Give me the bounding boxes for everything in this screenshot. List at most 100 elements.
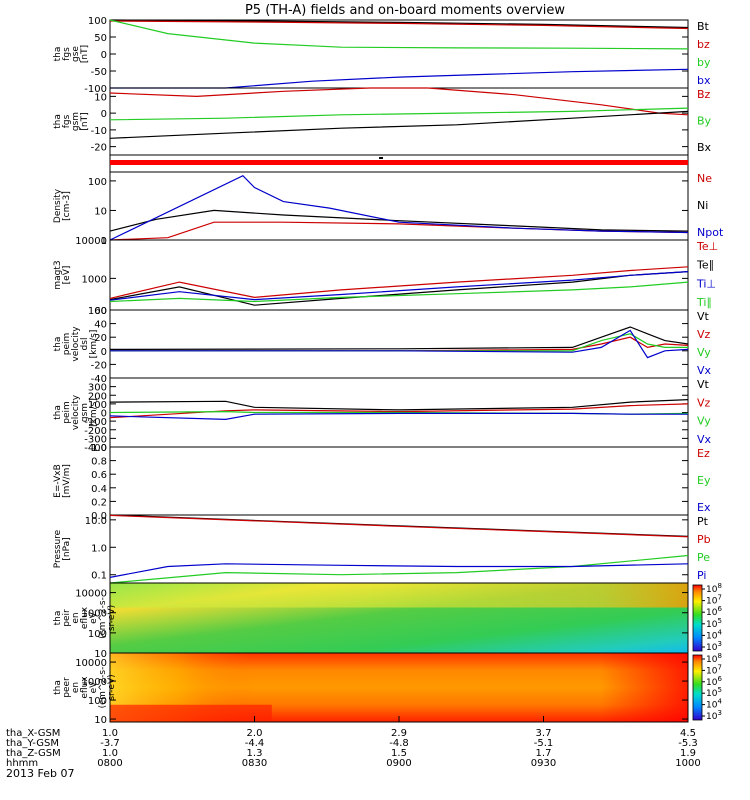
- legend-entry: Vt: [697, 310, 710, 323]
- y-axis-label-line: [cm-3]: [62, 191, 72, 221]
- legend-entry: Ex: [697, 501, 711, 514]
- series-line-Npot: [109, 174, 689, 241]
- series-line-Vt: [109, 326, 689, 350]
- x-tick-label: 0930: [531, 758, 556, 769]
- x-tick-label: -5.3: [678, 738, 698, 749]
- y-axis-label: tha fgs gsm [nT]: [53, 112, 90, 131]
- legend-entry: Vx: [697, 364, 712, 377]
- colorbar-tick-label: 108: [706, 652, 722, 665]
- x-tick-label: 0830: [242, 758, 267, 769]
- y-axis-label-line: Density: [53, 188, 63, 223]
- y-tick-label: -200: [84, 426, 107, 437]
- y-tick-label: 10000: [75, 658, 107, 669]
- y-axis-label-line: sr-eV): [107, 605, 117, 631]
- y-tick-label: 0.1: [91, 571, 107, 582]
- panel-density: 100 10 1 Density [cm-3] Ne Ni Npot: [53, 171, 724, 247]
- x-tick-label: 1.5: [391, 748, 407, 759]
- series-line-Ni: [109, 209, 689, 232]
- series-line-Te⊥: [109, 266, 689, 299]
- legend-entry: Vz: [697, 328, 711, 341]
- panel-frame: [109, 19, 689, 89]
- series-line-By: [109, 107, 689, 121]
- legend-entry: Pi: [697, 569, 706, 582]
- panel-peim_velocity_dsl: 60 40 20 0 -20 -40 tha peim velocity dsl [km/s] Vt V…: [53, 306, 712, 385]
- legend-entry: Vx: [697, 433, 712, 446]
- y-tick-label: 100: [88, 400, 107, 411]
- y-axis-label-line: [nT]: [80, 112, 90, 130]
- x-tick-label: 0900: [386, 758, 411, 769]
- y-tick-label: 10000: [75, 236, 107, 247]
- x-tick-label: 0800: [97, 758, 122, 769]
- y-tick-label: 10: [94, 206, 107, 217]
- legend-entry: Bx: [697, 141, 712, 154]
- y-tick-label: 1.0: [91, 543, 107, 554]
- legend-entry: Pe: [697, 551, 710, 564]
- y-axis-label-line: gsm: [71, 112, 81, 131]
- series-line-Vx: [110, 329, 689, 359]
- y-tick-label: -50: [91, 67, 107, 78]
- status-bar-marker: [379, 157, 383, 159]
- y-axis-label-line: [nPa]: [62, 537, 72, 560]
- colorbar-tick-label: 103: [706, 709, 722, 722]
- y-axis-label: tha peim velocity gsm [km/s]: [53, 394, 99, 430]
- legend-entry: Pb: [697, 533, 711, 546]
- x-row-label: tha_Y-GSM: [6, 738, 59, 749]
- colorbar-tick-label: 106: [706, 675, 722, 688]
- y-axis-label: tha fgs gse [nT]: [53, 45, 90, 63]
- y-axis-label-line: tha: [53, 114, 63, 129]
- y-tick-label: 10000: [75, 589, 107, 600]
- x-tick-label: -4.8: [389, 738, 409, 749]
- x-tick-label: 3.7: [536, 728, 552, 739]
- y-tick-label: 0: [101, 347, 107, 358]
- series-line-Pb: [109, 514, 689, 538]
- y-axis-label-line: [km/s]: [89, 398, 99, 427]
- colorbar-tick-label: 107: [706, 663, 722, 676]
- y-axis-label-line: [mV/m]: [62, 464, 72, 498]
- x-tick-label: 1.3: [247, 748, 263, 759]
- y-axis-label-line: (cm^2-s-: [98, 667, 108, 709]
- y-axis-label-line: gsm: [80, 403, 90, 422]
- y-axis-label-line: tha: [53, 405, 63, 420]
- series-line-bx: [110, 68, 689, 89]
- series-line-Bz: [109, 87, 689, 116]
- panel-temperature: 10000 1000 100 magt3 [eV] Te⊥ Te∥ Ti⊥ Ti∥: [53, 236, 718, 317]
- y-axis-label-line: [km/s]: [89, 330, 99, 359]
- y-tick-label: 100: [88, 696, 107, 707]
- y-tick-label: -300: [84, 434, 107, 445]
- series-line-Vt: [109, 399, 689, 411]
- panel-frame: [109, 514, 689, 584]
- y-tick-label: 20: [94, 333, 107, 344]
- legend-entry: Ez: [697, 447, 710, 460]
- status-bar-red-strip: [110, 160, 688, 165]
- panel-pressure: 10.0 1.0 0.1 Pressure [nPa] Pt Pb Pe Pi: [53, 514, 711, 584]
- y-axis-label-line: [nT]: [80, 45, 90, 63]
- colorbar-tick-label: 105: [706, 617, 722, 630]
- legend-entry: Npot: [697, 226, 724, 239]
- x-tick-label: 4.5: [680, 728, 696, 739]
- legend-entry: bx: [697, 74, 711, 87]
- x-tick-label: 1.7: [536, 748, 552, 759]
- panel-frame: [109, 87, 689, 156]
- y-tick-label: 0: [101, 109, 107, 120]
- y-axis-label-line: eV: [89, 681, 99, 694]
- x-tick-label: 1000: [675, 758, 700, 769]
- panel-efield: 1.0 0.8 0.6 0.4 0.2 0.0 E=-VxB [mV/m] Ez Ey Ex: [53, 443, 711, 522]
- legend-entry: Te∥: [696, 259, 714, 272]
- y-axis-label-line: peir: [62, 609, 72, 627]
- y-tick-label: 100: [88, 177, 107, 188]
- y-axis-label-line: tha: [53, 337, 63, 352]
- legend-entry: By: [697, 115, 712, 128]
- colorbar: [692, 584, 703, 652]
- y-tick-label: -10: [91, 126, 107, 137]
- y-tick-label: 0: [101, 50, 107, 61]
- y-axis-label-line: eV: [89, 611, 99, 624]
- legend-entry: Ne: [697, 172, 712, 185]
- panel-fgs_gse: 100 50 0 -50 -100 tha fgs gse [nT] Bt bz by bx: [53, 16, 711, 95]
- y-tick-label: 0.6: [91, 470, 107, 481]
- legend-entry: Bt: [697, 20, 710, 33]
- x-tick-label: 1.9: [680, 748, 696, 759]
- legend-entry: Vy: [697, 415, 711, 428]
- y-axis-label-line: peim: [62, 333, 72, 356]
